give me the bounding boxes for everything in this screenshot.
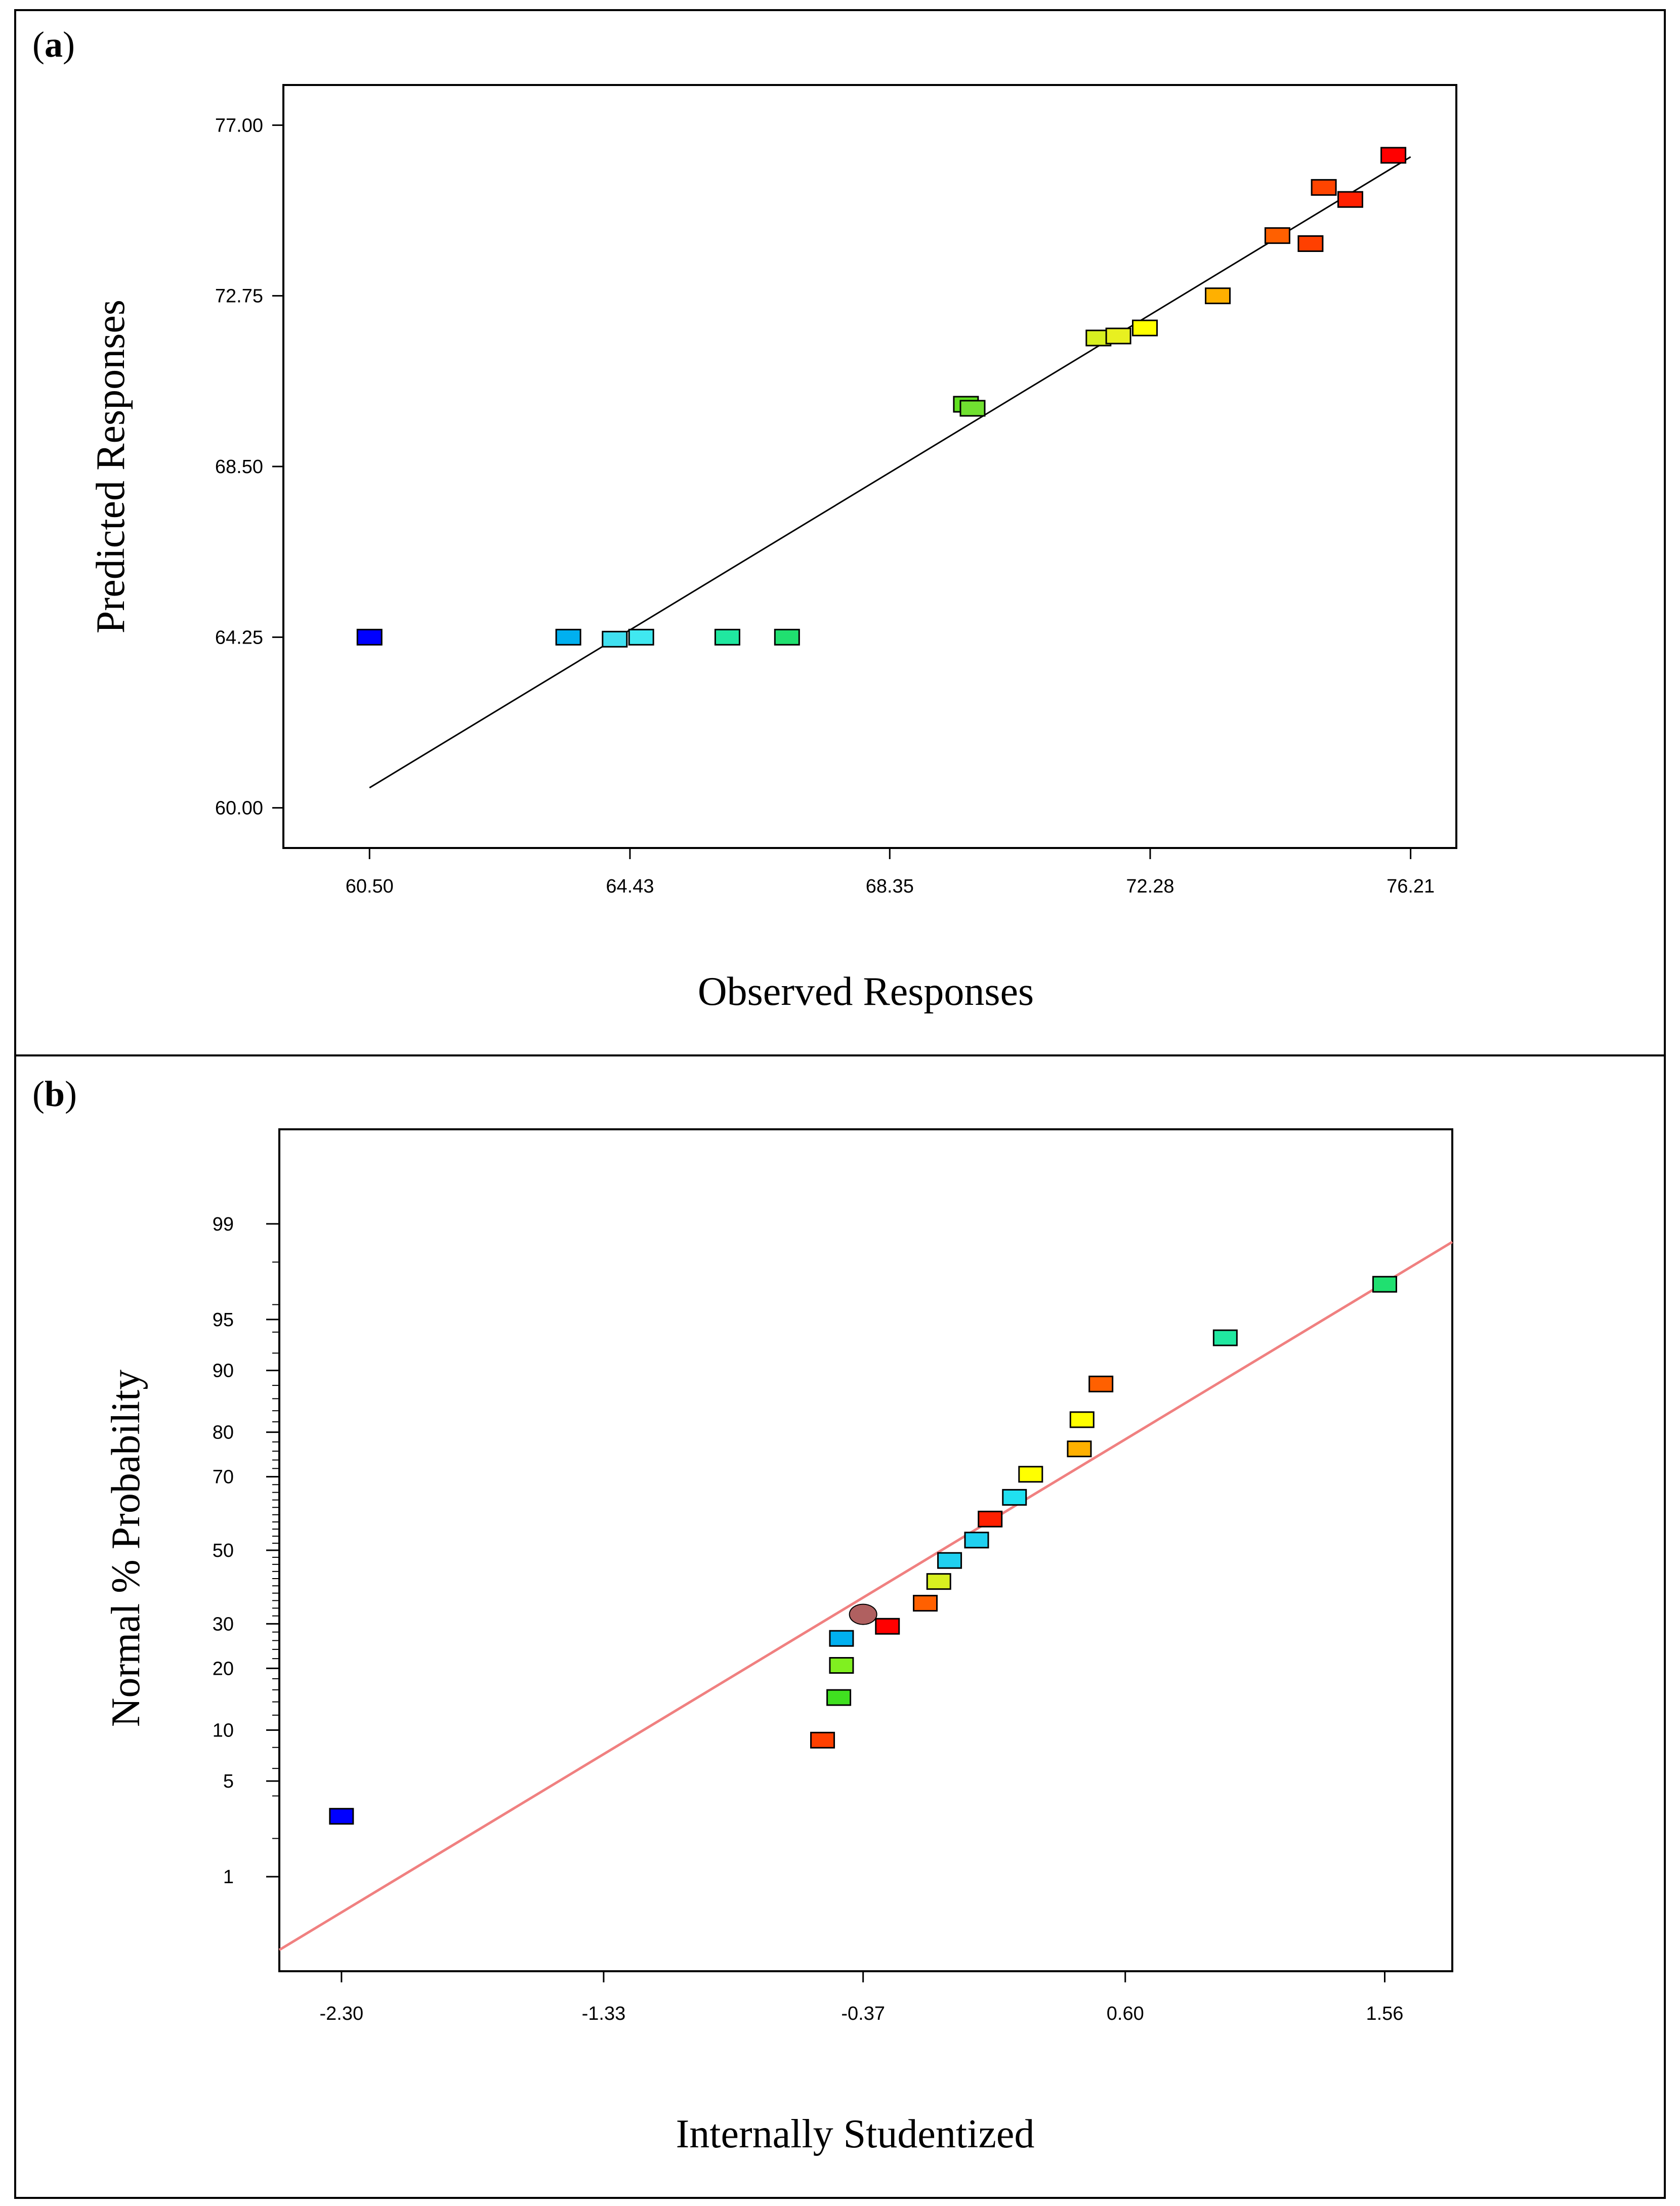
panel-b-x-axis: -2.30 -1.33 -0.37 0.60 1.56	[320, 1971, 1403, 2024]
data-point	[774, 628, 800, 646]
data-point	[1131, 319, 1158, 336]
data-point	[913, 1595, 938, 1612]
data-point	[602, 630, 628, 648]
x-tick-label: 68.35	[866, 876, 914, 897]
y-tick-label: 99	[213, 1214, 234, 1235]
data-point-circle	[849, 1603, 877, 1625]
y-tick-label: 68.50	[215, 456, 263, 478]
panel-b-label: (b)	[32, 1074, 77, 1114]
data-point	[1205, 287, 1231, 305]
data-point	[714, 628, 740, 646]
y-tick-label: 70	[213, 1467, 234, 1488]
y-tick-label: 20	[213, 1658, 234, 1679]
data-point	[875, 1618, 900, 1635]
panel-b-y-axis: 1 5 10 20 30 50 70 80 90 95 99	[213, 1214, 279, 1888]
x-tick-label: -0.37	[841, 2003, 885, 2024]
data-point	[978, 1510, 1003, 1528]
x-tick-label: 72.28	[1126, 876, 1174, 897]
panel-a-xlabel: Observed Responses	[698, 969, 1034, 1014]
data-point	[1337, 191, 1363, 208]
data-point	[959, 400, 986, 417]
y-tick-label: 5	[223, 1771, 234, 1792]
panel-a-frame	[14, 9, 1666, 1056]
panel-b-points	[329, 1276, 1397, 1825]
data-point	[829, 1657, 854, 1674]
panel-b-xlabel: Internally Studentized	[676, 2112, 1035, 2156]
panel-b: (b) 1 5 10 20 30 50 70 80 90 95 99 -2.30 -1.33 -0.37…	[32, 1074, 1453, 2156]
data-point	[1088, 1375, 1114, 1392]
y-tick-label: 80	[213, 1422, 234, 1444]
data-point	[1212, 1329, 1238, 1346]
data-point	[810, 1731, 835, 1749]
panel-a-ylabel: Predicted Responses	[89, 300, 133, 633]
y-tick-label: 50	[213, 1540, 234, 1561]
data-point	[1002, 1489, 1027, 1506]
data-point	[555, 628, 581, 646]
data-point	[1105, 327, 1131, 345]
panel-a-y-axis: 60.00 64.25 68.50 72.75 77.00	[215, 115, 283, 819]
y-tick-label: 30	[213, 1614, 234, 1635]
data-point	[329, 1808, 354, 1825]
y-tick-label: 90	[213, 1361, 234, 1382]
data-point	[926, 1573, 951, 1590]
panel-a-points	[356, 147, 1407, 648]
x-tick-label: -1.33	[582, 2003, 626, 2024]
y-tick-label: 77.00	[215, 115, 263, 136]
data-point	[356, 628, 383, 646]
x-tick-label: 60.50	[346, 876, 394, 897]
panel-a: (a) 60.00 64.25 68.50 72.75 77.00 60.50 64.43…	[32, 24, 1457, 1014]
x-tick-label: 1.56	[1366, 2003, 1403, 2024]
x-tick-label: 64.43	[606, 876, 654, 897]
data-point	[829, 1630, 854, 1647]
x-tick-label: -2.30	[320, 2003, 364, 2024]
data-point	[1067, 1440, 1092, 1458]
y-tick-label: 64.25	[215, 627, 263, 648]
data-point	[1297, 235, 1324, 252]
data-point	[826, 1689, 852, 1706]
y-tick-label: 1	[223, 1866, 234, 1888]
panel-b-frame	[14, 1054, 1666, 2199]
y-tick-label: 72.75	[215, 286, 263, 307]
y-tick-label: 10	[213, 1720, 234, 1741]
y-tick-label: 60.00	[215, 798, 263, 819]
data-point	[1372, 1276, 1397, 1293]
panel-a-x-axis: 60.50 64.43 68.35 72.28 76.21	[346, 848, 1435, 897]
data-point	[937, 1552, 962, 1569]
data-point	[964, 1532, 989, 1549]
data-point	[1069, 1411, 1095, 1428]
data-point	[1264, 227, 1290, 244]
y-tick-label: 95	[213, 1309, 234, 1331]
x-tick-label: 76.21	[1387, 876, 1435, 897]
data-point	[1018, 1466, 1043, 1483]
x-tick-label: 0.60	[1107, 2003, 1144, 2024]
data-point	[628, 628, 654, 646]
panel-b-reference-line	[278, 1241, 1453, 1951]
data-point	[1311, 179, 1337, 196]
data-point	[1380, 147, 1407, 164]
panel-b-ylabel: Normal % Probability	[104, 1370, 148, 1727]
panel-a-label: (a)	[32, 24, 75, 65]
panel-a-fit-line	[369, 156, 1411, 789]
